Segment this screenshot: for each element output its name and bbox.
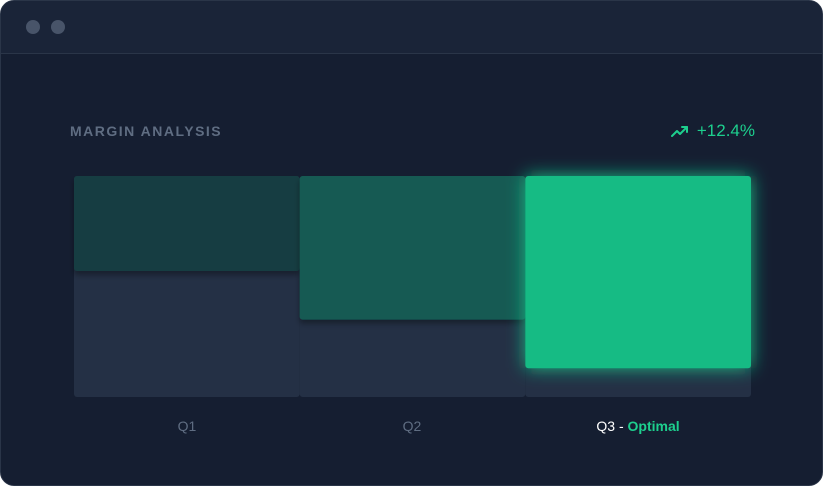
trending-up-icon [670, 125, 689, 137]
category-label-q3-highlight: Optimal [627, 418, 680, 434]
window-control-dot[interactable] [26, 20, 40, 34]
trend-value: +12.4% [696, 121, 755, 140]
category-label-q2: Q2 [402, 418, 422, 434]
window-control-dot[interactable] [51, 20, 65, 34]
trend-indicator: +12.4% [670, 121, 755, 141]
chart-title: MARGIN ANALYSIS [70, 123, 223, 139]
category-label-q1: Q1 [177, 418, 197, 434]
category-label-q3-prefix: Q3 - [596, 418, 624, 434]
window-titlebar [1, 1, 822, 54]
category-label-q3: Q3 - Optimal [596, 418, 679, 434]
